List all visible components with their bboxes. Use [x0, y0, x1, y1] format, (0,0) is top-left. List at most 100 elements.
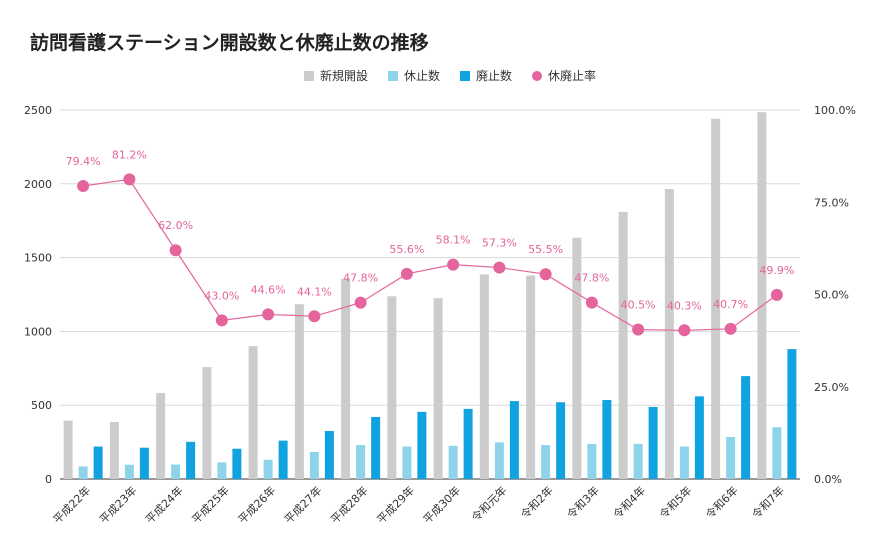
bar-休止数-令和元年: [494, 442, 504, 479]
x-axis-tick-label: 令和5年: [656, 483, 694, 521]
bar-廃止数-平成24年: [186, 441, 196, 479]
bar-廃止数-平成26年: [278, 440, 288, 479]
bar-休止数-令和4年: [633, 443, 643, 479]
point-休廃止率-令和4年: [632, 323, 645, 336]
legend-marker-新規開設: [304, 71, 314, 81]
data-label-休廃止率: 58.1%: [436, 234, 471, 247]
bar-新規開設-平成25年: [202, 367, 212, 479]
x-axis-tick-label: 平成28年: [328, 483, 371, 526]
data-label-休廃止率: 49.9%: [759, 264, 794, 277]
bar-廃止数-令和7年: [787, 349, 797, 479]
point-休廃止率-平成27年: [308, 310, 321, 323]
x-axis-tick-label: 平成26年: [235, 483, 278, 526]
data-label-休廃止率: 47.8%: [343, 272, 378, 285]
bar-休止数-平成27年: [309, 451, 319, 479]
data-label-休廃止率: 57.3%: [482, 237, 517, 250]
point-休廃止率-令和3年: [585, 296, 598, 309]
data-label-休廃止率: 55.6%: [389, 243, 424, 256]
bar-廃止数-令和6年: [741, 376, 751, 479]
x-axis-tick-label: 令和2年: [518, 483, 556, 521]
bar-休止数-平成30年: [448, 445, 458, 479]
bar-廃止数-令和元年: [509, 401, 519, 479]
legend-label: 休止数: [404, 68, 440, 83]
bar-休止数-平成24年: [171, 464, 181, 479]
bar-廃止数-平成29年: [417, 411, 427, 479]
data-label-休廃止率: 44.1%: [297, 285, 332, 298]
data-label-休廃止率: 81.2%: [112, 148, 147, 161]
point-休廃止率-令和6年: [724, 322, 737, 335]
bar-新規開設-令和2年: [526, 275, 536, 479]
right-axis-tick-label: 0.0%: [814, 473, 842, 486]
left-axis-tick-label: 1000: [24, 325, 52, 338]
x-axis-tick-label: 平成22年: [50, 483, 93, 526]
chart-title: 訪問看護ステーション開設数と休廃止数の推移: [30, 32, 429, 54]
data-label-休廃止率: 40.3%: [667, 299, 702, 312]
bar-廃止数-平成23年: [139, 447, 149, 479]
bar-新規開設-平成22年: [63, 420, 73, 479]
bar-新規開設-令和元年: [479, 274, 489, 479]
x-axis-tick-label: 平成24年: [143, 483, 186, 526]
bar-廃止数-平成30年: [463, 408, 473, 479]
point-休廃止率-平成25年: [215, 314, 228, 327]
x-axis-tick-label: 令和3年: [564, 483, 602, 521]
bar-新規開設-令和3年: [572, 237, 582, 479]
bar-休止数-平成28年: [356, 445, 366, 479]
left-axis-tick-label: 2000: [24, 178, 52, 191]
bar-休止数-平成29年: [402, 446, 412, 479]
bar-休止数-平成23年: [124, 464, 134, 479]
point-休廃止率-平成29年: [400, 267, 413, 280]
legend-marker-休廃止率: [532, 71, 542, 81]
x-axis-tick-label: 平成30年: [420, 483, 463, 526]
bar-休止数-令和3年: [587, 443, 597, 479]
point-休廃止率-平成28年: [354, 296, 367, 309]
point-休廃止率-平成26年: [262, 308, 275, 321]
bar-新規開設-令和6年: [711, 118, 721, 479]
right-axis-tick-label: 25.0%: [814, 381, 849, 394]
bar-休止数-令和6年: [726, 436, 736, 479]
point-休廃止率-平成24年: [169, 244, 182, 257]
legend-label: 新規開設: [320, 68, 368, 83]
right-axis-tick-label: 100.0%: [814, 104, 856, 117]
bar-新規開設-平成30年: [433, 298, 443, 479]
bar-新規開設-令和7年: [757, 112, 767, 480]
legend-label: 休廃止率: [548, 68, 596, 83]
data-label-休廃止率: 40.7%: [713, 298, 748, 311]
bar-新規開設-令和5年: [664, 188, 674, 479]
point-休廃止率-平成22年: [77, 180, 90, 193]
bar-新規開設-平成28年: [341, 279, 351, 479]
legend-marker-廃止数: [460, 71, 470, 81]
point-休廃止率-令和2年: [539, 268, 552, 281]
bar-廃止数-令和5年: [694, 396, 704, 479]
bar-新規開設-平成26年: [248, 346, 258, 479]
point-休廃止率-令和7年: [770, 288, 783, 301]
bar-廃止数-平成25年: [232, 448, 242, 479]
x-axis-tick-label: 令和6年: [703, 483, 741, 521]
data-label-休廃止率: 47.8%: [574, 272, 609, 285]
x-axis-tick-label: 平成27年: [281, 483, 324, 526]
x-axis-tick-label: 令和元年: [468, 483, 509, 524]
left-axis-tick-label: 500: [31, 399, 52, 412]
x-axis-tick-label: 平成25年: [189, 483, 232, 526]
data-label-休廃止率: 40.5%: [621, 299, 656, 312]
bar-廃止数-平成27年: [324, 431, 334, 479]
x-axis-tick-label: 令和7年: [749, 483, 787, 521]
bar-新規開設-平成23年: [109, 422, 119, 479]
bar-休止数-令和7年: [772, 427, 782, 479]
left-axis-tick-label: 2500: [24, 104, 52, 117]
x-axis-tick-label: 平成23年: [96, 483, 139, 526]
data-label-休廃止率: 55.5%: [528, 243, 563, 256]
bar-廃止数-令和2年: [556, 402, 566, 479]
bar-新規開設-令和4年: [618, 211, 628, 479]
x-axis-tick-label: 令和4年: [610, 483, 648, 521]
point-休廃止率-令和5年: [678, 324, 691, 337]
bar-休止数-平成22年: [78, 466, 88, 479]
point-休廃止率-平成30年: [447, 258, 460, 271]
data-label-休廃止率: 79.4%: [66, 155, 101, 168]
left-axis-tick-label: 1500: [24, 252, 52, 265]
right-axis-tick-label: 50.0%: [814, 289, 849, 302]
bar-廃止数-令和3年: [602, 400, 612, 479]
bar-新規開設-平成27年: [294, 304, 304, 479]
legend-label: 廃止数: [476, 68, 512, 83]
data-label-休廃止率: 62.0%: [158, 219, 193, 232]
